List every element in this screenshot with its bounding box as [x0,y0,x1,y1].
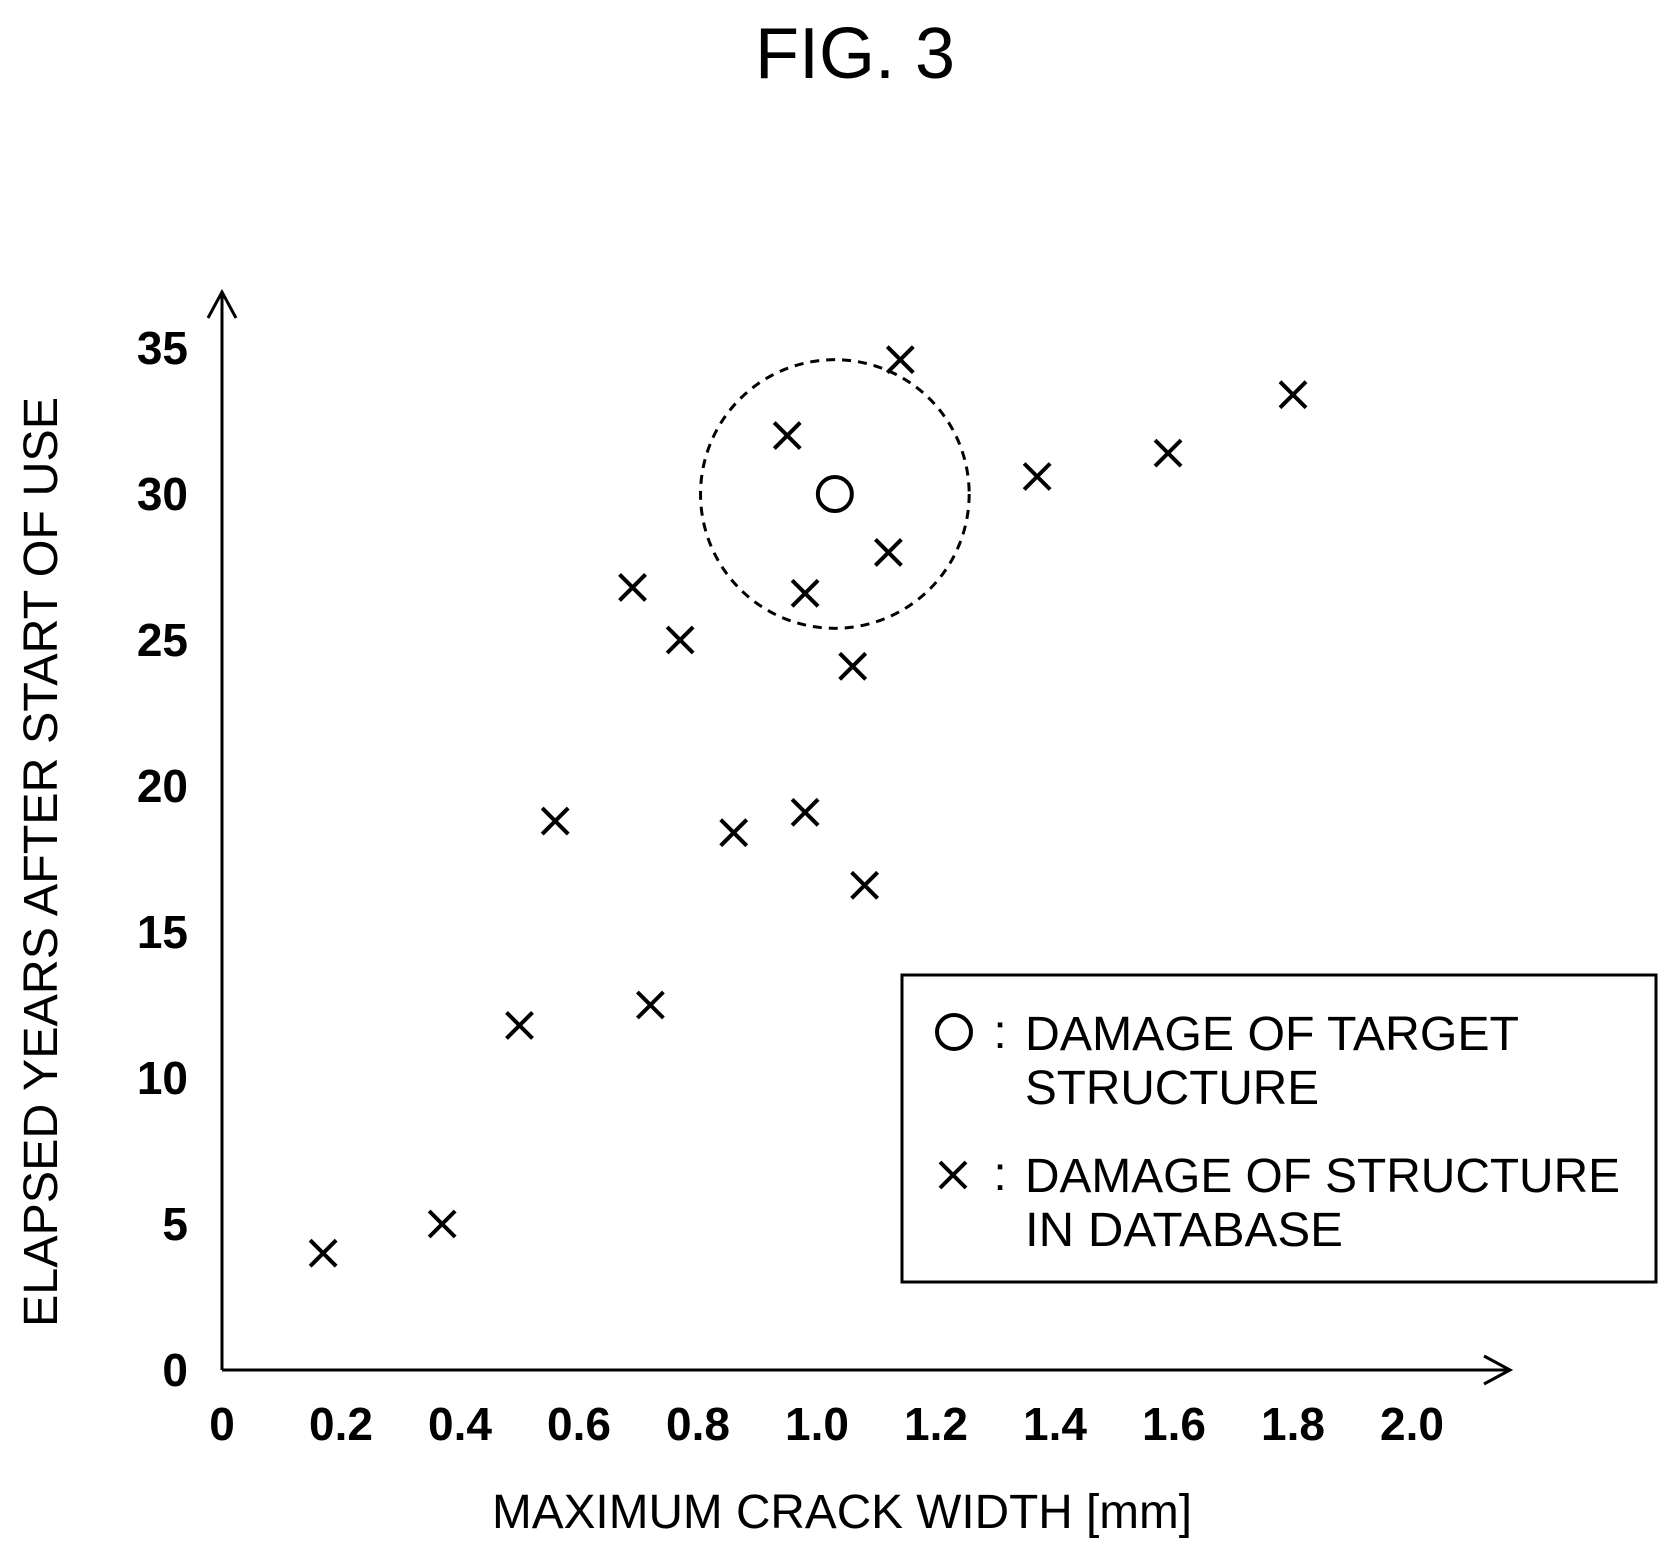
legend-separator: : [993,1006,1006,1059]
legend-database-line1: DAMAGE OF STRUCTURE [1025,1150,1620,1203]
y-tick-label: 35 [137,322,188,374]
y-tick-label: 5 [162,1198,188,1250]
x-tick-label: 1.6 [1142,1398,1206,1450]
annotation-layer [701,360,970,629]
y-tick-labels: 0 5 10 15 20 25 30 35 [137,322,188,1396]
database-point [840,653,866,679]
legend-separator: : [993,1148,1006,1201]
y-tick-label: 25 [137,614,188,666]
database-point [852,872,878,898]
y-tick-label: 10 [137,1052,188,1104]
x-tick-label: 0.4 [428,1398,492,1450]
x-tick-label: 0 [209,1398,235,1450]
x-tick-label: 0.6 [547,1398,611,1450]
x-tick-label: 1.8 [1261,1398,1325,1450]
database-point [620,574,646,600]
database-point [887,347,913,373]
database-point [1024,463,1050,489]
database-point [507,1012,533,1038]
database-point [774,423,800,449]
x-tick-label: 2.0 [1380,1398,1444,1450]
x-tick-label: 0.8 [666,1398,730,1450]
database-point [721,820,747,846]
y-tick-label: 20 [137,760,188,812]
database-point [429,1211,455,1237]
y-tick-label: 15 [137,906,188,958]
dashed-circle-annotation [701,360,970,629]
x-tick-label: 0.2 [309,1398,373,1450]
figure-title: FIG. 3 [755,14,955,94]
database-point [1280,382,1306,408]
x-tick-label: 1.4 [1023,1398,1087,1450]
y-axis-label: ELAPSED YEARS AFTER START OF USE [15,397,68,1327]
legend-target-line1: DAMAGE OF TARGET [1025,1008,1519,1061]
database-point [637,992,663,1018]
legend: : DAMAGE OF TARGET STRUCTURE : DAMAGE OF… [902,975,1656,1282]
x-axis-label: MAXIMUM CRACK WIDTH [mm] [492,1486,1192,1539]
database-point [1155,440,1181,466]
y-tick-label: 0 [162,1344,188,1396]
database-point [542,808,568,834]
target-point [818,477,852,511]
legend-target-line2: STRUCTURE [1025,1062,1319,1115]
x-tick-label: 1.2 [904,1398,968,1450]
legend-database-line2: IN DATABASE [1025,1204,1343,1257]
x-tick-labels: 0 0.2 0.4 0.6 0.8 1.0 1.2 1.4 1.6 1.8 2.0 [209,1398,1444,1450]
database-point [792,580,818,606]
database-point [310,1240,336,1266]
database-point [667,627,693,653]
database-point [792,799,818,825]
y-tick-label: 30 [137,468,188,520]
x-tick-label: 1.0 [785,1398,849,1450]
database-point [875,539,901,565]
